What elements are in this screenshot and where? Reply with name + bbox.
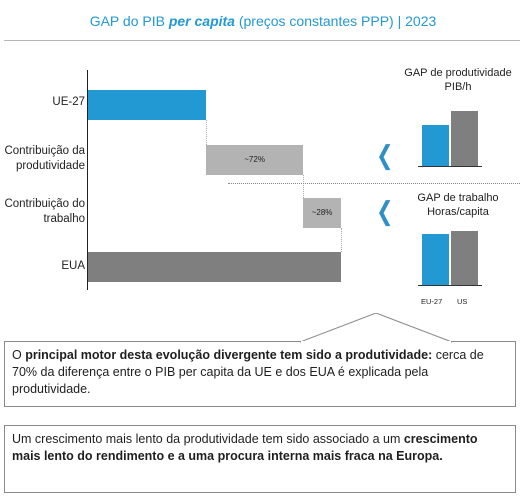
mini-bar-productivity-us: [451, 111, 478, 166]
bar-productivity-contribution: [206, 145, 304, 175]
bar-labour-contribution: [303, 198, 341, 228]
callout-2-run-1: Um crescimento mais lento da produtivida…: [12, 432, 404, 446]
category-label-labour-line1: Contribuição do: [4, 198, 85, 210]
mini-bar-productivity-eu27: [422, 125, 449, 166]
chart-title: GAP do PIB per capita (preços constantes…: [0, 13, 526, 29]
category-label-eua: EUA: [61, 259, 85, 274]
category-label-eua-line1: EUA: [61, 260, 85, 272]
title-suffix: (preços constantes PPP) | 2023: [234, 13, 437, 29]
data-label-productivity: ~72%: [244, 155, 265, 164]
callout-1-run-1: O: [12, 348, 26, 362]
category-label-labour-line2: trabalho: [43, 213, 85, 225]
callout-1-run-2: principal motor desta evolução divergent…: [25, 348, 433, 362]
category-label-labour: Contribuição do trabalho: [4, 197, 85, 227]
category-label-productivity-line1: Contribuição da: [4, 145, 85, 157]
callout-2-run-2: crescimento mais lento do rendimento e a…: [12, 432, 478, 463]
category-label-productivity-line2: produtividade: [15, 160, 85, 172]
mini-title-labour-line1: GAP de trabalho: [417, 192, 499, 204]
waterfall-axis: [87, 70, 88, 290]
mini-chart-axis: [418, 285, 482, 286]
bar-ue27: [88, 90, 206, 120]
mini-bar-labour-us: [451, 231, 478, 285]
mini-title-labour-line2: Horas/capita: [427, 206, 489, 218]
mini-chart-axis: [418, 166, 482, 167]
mini-category-eu27: EU-27: [421, 297, 443, 306]
mini-title-productivity-line2: PIB/h: [444, 81, 472, 93]
mini-chart-title-labour: GAP de trabalho Horas/capita: [390, 191, 526, 219]
waterfall-connector: [303, 175, 305, 198]
category-label-ue27: UE-27: [52, 95, 85, 110]
category-label-ue27-line1: UE-27: [52, 96, 85, 108]
chevron-left-icon: ❮: [376, 197, 394, 227]
title-emphasis: per capita: [168, 13, 235, 29]
mini-chart-title-productivity: GAP de produtividade PIB/h: [390, 66, 526, 94]
callout-growth: Um crescimento mais lento da produtivida…: [4, 425, 516, 493]
callout-1-run-3: cerca de 70% da diferença entre o PIB pe…: [12, 348, 484, 396]
chevron-left-icon: ❮: [376, 141, 394, 171]
title-divider: [4, 40, 520, 41]
data-label-labour: ~28%: [311, 208, 333, 217]
category-label-productivity: Contribuição da produtividade: [4, 144, 85, 174]
title-prefix: GAP do PIB: [89, 13, 169, 29]
mini-bar-labour-eu27: [422, 234, 449, 285]
waterfall-connector: [206, 120, 207, 145]
section-divider: [228, 183, 520, 184]
callout-productivity: O principal motor desta evolução diverge…: [4, 341, 516, 407]
waterfall-connector: [341, 228, 342, 252]
bar-eua: [88, 252, 341, 282]
callout-pointer: [300, 313, 453, 343]
mini-category-us: US: [457, 297, 468, 306]
mini-title-productivity-line1: GAP de produtividade: [404, 67, 512, 79]
